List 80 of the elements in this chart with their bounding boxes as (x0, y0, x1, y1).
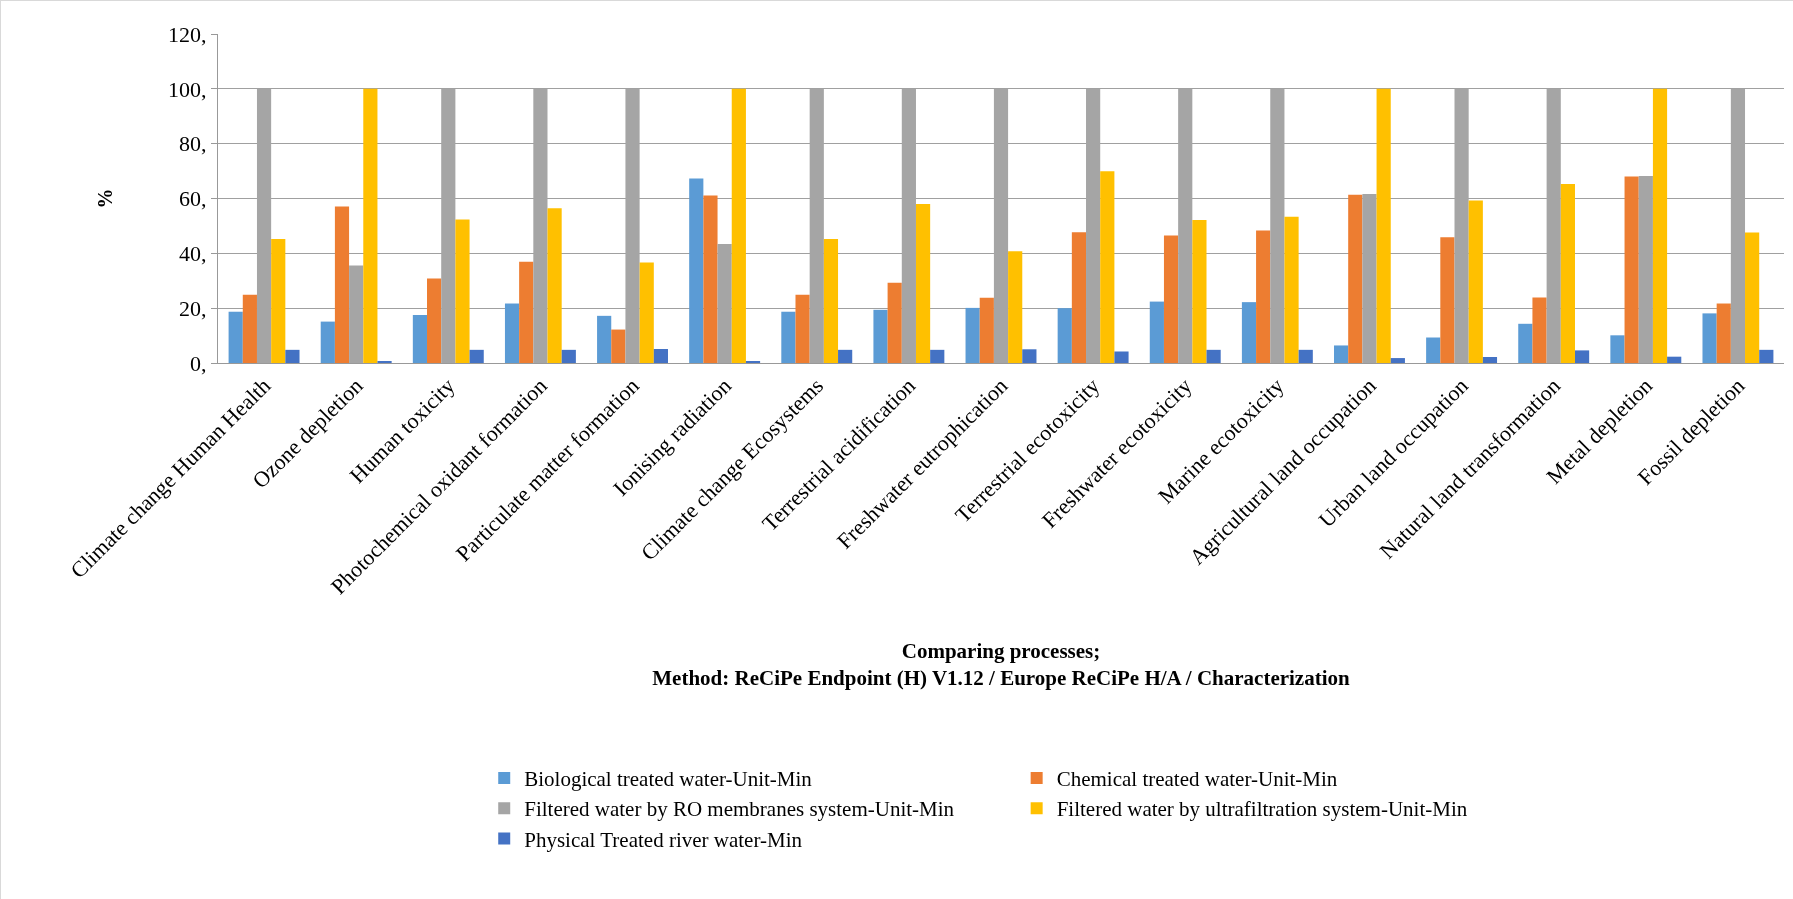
y-tick-label: 100, (168, 76, 207, 102)
bar (1624, 176, 1639, 363)
bar (1192, 219, 1207, 363)
bar (930, 349, 945, 363)
bar (1348, 194, 1363, 363)
bar (1745, 232, 1760, 363)
bar (1652, 88, 1668, 363)
bar (1702, 313, 1717, 363)
y-tick-label: 120, (168, 21, 207, 47)
bar (1376, 88, 1391, 363)
bar (1426, 337, 1441, 363)
x-axis-title: Comparing processes; Method: ReCiPe Endpoint (H) V1.12 / Europe ReCiPe H/A / Characterization (652, 639, 1351, 691)
bar (320, 321, 335, 363)
bar (1482, 356, 1498, 363)
bar (1532, 297, 1547, 363)
bar (547, 208, 562, 363)
bar (1071, 232, 1087, 363)
bar (689, 178, 704, 363)
bar (1574, 350, 1590, 363)
bar (1468, 200, 1483, 363)
bar (1100, 171, 1115, 363)
bar (1057, 308, 1072, 363)
bar (1518, 323, 1533, 363)
bar (1759, 349, 1774, 363)
bar (519, 261, 534, 363)
bar (561, 349, 576, 363)
bar (873, 309, 888, 363)
bar (1440, 237, 1455, 363)
bar (1716, 303, 1731, 363)
y-tick-label: 60, (179, 186, 207, 212)
bar (242, 294, 257, 363)
bar (965, 307, 980, 363)
y-tick-label: 20, (179, 295, 207, 321)
legend-label: Filtered water by RO membranes system-Unit-Min (524, 797, 955, 822)
bar (915, 203, 931, 363)
legend-label: Biological treated water-Unit-Min (524, 767, 813, 792)
bar (781, 311, 796, 363)
bar (1022, 349, 1037, 363)
y-tick-label: 0, (190, 350, 207, 376)
bar (228, 311, 243, 363)
bar (1284, 216, 1299, 363)
bar (795, 294, 810, 363)
bar (1241, 302, 1257, 363)
bar (1390, 358, 1405, 363)
bar (334, 206, 350, 363)
y-tick-label: 40, (179, 241, 207, 267)
bar (427, 278, 442, 363)
bar (1206, 349, 1221, 363)
bar (1008, 251, 1023, 363)
bar (597, 315, 612, 363)
bar (1114, 351, 1129, 363)
bar (412, 315, 428, 363)
y-axis-title: % (93, 188, 116, 209)
bar (823, 239, 839, 363)
bar (1667, 356, 1682, 363)
bar (504, 303, 520, 363)
y-tick-label: 80, (179, 131, 207, 157)
bar (639, 262, 654, 363)
bar (455, 219, 470, 363)
legend-label: Physical Treated river water-Min (524, 827, 803, 852)
bar (469, 349, 484, 363)
bar (285, 349, 300, 363)
bar (271, 239, 286, 363)
bar (1560, 183, 1575, 363)
bar (703, 195, 718, 363)
bar (979, 297, 994, 363)
bar (611, 329, 626, 363)
bar (363, 88, 378, 363)
bar (1298, 349, 1313, 363)
legend-label: Chemical treated water-Unit-Min (1056, 767, 1338, 792)
bar (1256, 230, 1271, 363)
bar (731, 88, 746, 363)
bar (1610, 335, 1625, 363)
legend-label: Filtered water by ultrafiltration system-Unit-Min (1056, 797, 1468, 822)
bar (1334, 345, 1349, 363)
bar (887, 282, 902, 363)
bar (1163, 235, 1179, 363)
bar (653, 349, 668, 363)
bar (1149, 301, 1164, 363)
bar (838, 349, 853, 363)
